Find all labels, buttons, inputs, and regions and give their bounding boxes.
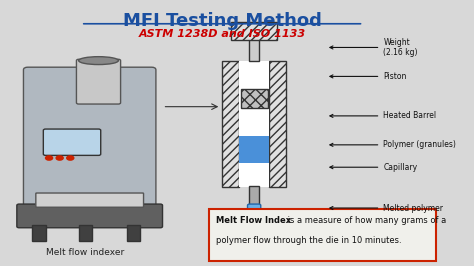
Text: MFI Testing Method: MFI Testing Method bbox=[123, 12, 321, 30]
FancyBboxPatch shape bbox=[209, 209, 436, 261]
Bar bbox=[79, 225, 92, 241]
Circle shape bbox=[67, 156, 74, 160]
FancyBboxPatch shape bbox=[36, 193, 144, 207]
Bar bbox=[127, 225, 140, 241]
Text: Polymer (granules): Polymer (granules) bbox=[330, 140, 456, 149]
Bar bbox=[249, 186, 259, 205]
Bar bbox=[241, 89, 268, 108]
Text: Capillary: Capillary bbox=[330, 163, 418, 172]
Circle shape bbox=[46, 156, 53, 160]
Bar bbox=[239, 136, 269, 163]
FancyBboxPatch shape bbox=[43, 129, 100, 155]
Bar bbox=[222, 61, 239, 187]
FancyBboxPatch shape bbox=[17, 204, 163, 228]
Ellipse shape bbox=[79, 57, 118, 65]
FancyBboxPatch shape bbox=[24, 67, 156, 209]
Text: Melt Flow Index: Melt Flow Index bbox=[217, 217, 292, 226]
Text: Heated Barrel: Heated Barrel bbox=[330, 111, 437, 120]
FancyBboxPatch shape bbox=[247, 204, 261, 242]
Text: ASTM 1238D and ISO 1133: ASTM 1238D and ISO 1133 bbox=[138, 29, 306, 39]
FancyBboxPatch shape bbox=[76, 59, 120, 104]
Text: Melt flow indexer: Melt flow indexer bbox=[46, 247, 124, 256]
Circle shape bbox=[56, 156, 63, 160]
Bar bbox=[239, 61, 269, 187]
Text: Weight
(2.16 kg): Weight (2.16 kg) bbox=[330, 38, 418, 57]
Bar bbox=[249, 38, 259, 61]
Text: Piston: Piston bbox=[330, 72, 407, 81]
Bar bbox=[32, 225, 46, 241]
Text: Melted polymer: Melted polymer bbox=[330, 203, 443, 213]
Bar bbox=[269, 61, 286, 187]
Text: is a measure of how many grams of a: is a measure of how many grams of a bbox=[285, 217, 446, 226]
Bar bbox=[231, 22, 277, 40]
Text: polymer flow through the die in 10 minutes.: polymer flow through the die in 10 minut… bbox=[217, 236, 402, 245]
